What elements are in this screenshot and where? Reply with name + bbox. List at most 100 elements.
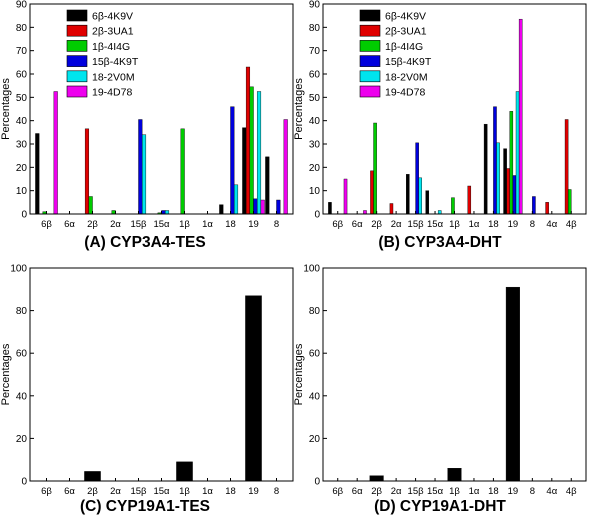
legend-swatch-a-19-4D78 xyxy=(66,85,88,98)
x-tick-label-d: 6β xyxy=(332,486,343,497)
x-tick-label-d: 1α xyxy=(469,486,480,497)
x-tick-label-b: 19 xyxy=(508,219,519,230)
y-tick-label-a: 40 xyxy=(16,116,28,127)
x-tick-label-c: 2β xyxy=(87,486,98,497)
chart-panel-d: 0 20 40 60 80 100 6β 6α 2β 2α 15β 15α 1β 1α 18 19 8 4α 4β P… xyxy=(293,264,587,497)
x-tick-label-b: 2α xyxy=(391,219,402,230)
legend-swatch-b-15β-4K9T xyxy=(359,55,381,67)
x-tick-label-b: 1β xyxy=(449,219,460,230)
bar-a-1β-4I4G-2β xyxy=(88,196,93,215)
legend-label-a-2β-3UA1: 2β-3UA1 xyxy=(92,26,134,38)
legend-swatch-a-1β-4I4G xyxy=(66,40,88,52)
y-tick-label-a: 10 xyxy=(16,186,28,197)
y-tick-label-c: 60 xyxy=(16,349,28,360)
axes-frame-d xyxy=(322,267,587,482)
y-tick-label-a: 60 xyxy=(16,70,28,81)
bar-d-s0-19 xyxy=(505,286,520,482)
legend-swatch-b-1β-4I4G xyxy=(359,40,381,52)
x-tick-label-b: 18 xyxy=(488,219,499,230)
bar-b-1β-4I4G-19 xyxy=(509,111,514,215)
legend-swatch-b-19-4D78 xyxy=(359,85,381,98)
bar-b-6β-4K9V-15α xyxy=(425,190,430,215)
y-tick-label-c: 80 xyxy=(16,306,28,317)
y-tick-label-b: 40 xyxy=(309,116,321,127)
x-tick-label-b: 4α xyxy=(546,219,557,230)
bar-b-19-4D78-6β xyxy=(343,178,348,215)
bar-a-18-2V0M-19 xyxy=(256,91,262,215)
bars-d xyxy=(369,286,520,482)
bar-a-6β-4K9V-6β xyxy=(35,133,40,215)
bar-b-18-2V0M-15β xyxy=(418,177,423,215)
bar-b-2β-3UA1-4α xyxy=(545,202,549,215)
bar-b-18-2V0M-18 xyxy=(496,142,500,215)
bars-b xyxy=(328,18,572,215)
bar-b-6β-4K9V-15β xyxy=(406,174,410,215)
x-tick-label-a: 19 xyxy=(248,219,259,230)
y-tick-label-a: 90 xyxy=(16,0,28,11)
bar-a-1β-4I4G-1β xyxy=(180,128,185,215)
x-tick-label-b: 15β xyxy=(408,219,425,230)
legend-label-b-18-2V0M: 18-2V0M xyxy=(385,71,428,83)
x-tick-label-b: 4β xyxy=(566,219,577,230)
bar-a-15β-4K9T-19 xyxy=(253,198,258,215)
y-tick-label-b: 70 xyxy=(309,46,321,57)
legend-label-a-6β-4K9V: 6β-4K9V xyxy=(92,11,133,23)
x-tick-label-d: 2β xyxy=(371,486,382,497)
chart-panel-b: 0 10 20 30 40 50 60 70 80 90 6β 6α 2β 2α 15β 15α 1β 1α 18 1… xyxy=(293,0,587,230)
bars-a xyxy=(35,66,288,215)
bar-b-18-2V0M-15α xyxy=(437,210,442,215)
x-tick-label-d: 1β xyxy=(449,486,460,497)
bar-b-2β-3UA1-2β xyxy=(370,170,374,215)
bar-a-19-4D78-8 xyxy=(283,119,288,215)
bar-a-15β-4K9T-15β xyxy=(138,119,143,215)
x-tick-label-c: 6α xyxy=(64,486,75,497)
legend-b: 6β-4K9V 2β-3UA1 1β-4I4G 15β-4K9T 18-2V0M 19-4… xyxy=(359,9,432,99)
y-tick-label-b: 90 xyxy=(309,0,321,11)
bar-a-15β-4K9T-8 xyxy=(276,199,281,215)
legend-label-b-1β-4I4G: 1β-4I4G xyxy=(385,41,423,53)
chart-panel-c: 0 20 40 60 80 100 6β 6α 2β 2α 15β 15α 1β 1α 18 19 8 Perce… xyxy=(0,264,294,497)
y-tick-label-c: 0 xyxy=(21,477,27,488)
bar-a-18-2V0M-15β xyxy=(141,134,147,215)
x-tick-label-c: 18 xyxy=(225,486,236,497)
y-tick-label-d: 0 xyxy=(314,477,320,488)
bar-a-2β-3UA1-2β xyxy=(84,128,90,215)
y-tick-label-a: 70 xyxy=(16,46,28,57)
legend-label-b-15β-4K9T: 15β-4K9T xyxy=(385,56,432,68)
y-tick-label-b: 0 xyxy=(314,210,320,221)
bar-a-19-4D78-6β xyxy=(53,91,58,215)
bar-b-18-2V0M-19 xyxy=(515,91,520,215)
caption-panel-c: (C) CYP19A1-TES xyxy=(79,498,211,515)
bar-b-19-4D78-6α xyxy=(363,210,367,215)
bars-c xyxy=(84,295,262,482)
x-tick-label-d: 6α xyxy=(352,486,363,497)
bar-b-15β-4K9T-19 xyxy=(512,175,517,215)
y-tick-label-d: 40 xyxy=(309,391,321,402)
legend-label-b-2β-3UA1: 2β-3UA1 xyxy=(385,26,427,38)
x-tick-label-b: 15α xyxy=(427,219,444,230)
bar-b-6β-4K9V-6β xyxy=(328,202,332,215)
x-tick-label-c: 1α xyxy=(202,486,213,497)
legend-label-b-19-4D78: 19-4D78 xyxy=(385,87,425,99)
bar-a-6β-4K9V-18 xyxy=(219,204,224,215)
legend-swatch-b-6β-4K9V xyxy=(359,9,381,22)
legend-label-a-19-4D78: 19-4D78 xyxy=(92,87,132,99)
legend-label-b-6β-4K9V: 6β-4K9V xyxy=(385,11,426,23)
bar-c-s0-19 xyxy=(245,295,262,482)
bar-b-15β-4K9T-18 xyxy=(493,106,497,215)
chart-panel-a: 0 10 20 30 40 50 60 70 80 90 6β 6α 2β 2α 15β 15α 1β 1α 18 1… xyxy=(0,0,294,230)
y-tick-label-a: 50 xyxy=(16,93,28,104)
y-tick-label-c: 40 xyxy=(16,391,28,402)
bar-a-2β-3UA1-19 xyxy=(245,66,251,215)
bar-b-6β-4K9V-18 xyxy=(483,123,488,215)
y-tick-label-b: 80 xyxy=(309,23,321,34)
legend-swatch-a-6β-4K9V xyxy=(66,9,88,22)
bar-a-18-2V0M-15α xyxy=(164,210,170,215)
y-tick-label-b: 60 xyxy=(309,70,321,81)
x-tick-label-a: 18 xyxy=(225,219,236,230)
bar-a-15β-4K9T-18 xyxy=(230,106,235,215)
bar-b-2β-3UA1-4β xyxy=(564,119,569,215)
bar-b-2β-3UA1-2α xyxy=(389,203,394,215)
x-tick-label-b: 6β xyxy=(332,219,343,230)
